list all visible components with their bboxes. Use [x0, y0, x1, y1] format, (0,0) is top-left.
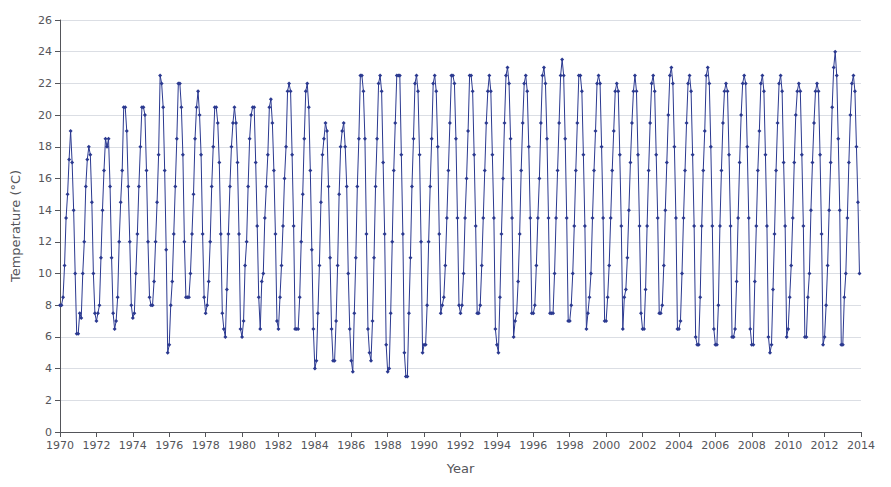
- svg-text:20: 20: [38, 109, 52, 122]
- svg-text:14: 14: [38, 204, 52, 217]
- svg-text:1980: 1980: [228, 439, 256, 452]
- svg-text:1988: 1988: [374, 439, 402, 452]
- svg-text:6: 6: [45, 330, 52, 343]
- svg-text:Year: Year: [446, 461, 475, 476]
- svg-text:16: 16: [38, 172, 52, 185]
- svg-text:1996: 1996: [519, 439, 547, 452]
- svg-text:2014: 2014: [847, 439, 875, 452]
- svg-text:2000: 2000: [592, 439, 620, 452]
- svg-text:2006: 2006: [701, 439, 729, 452]
- svg-text:2002: 2002: [629, 439, 657, 452]
- svg-text:2010: 2010: [774, 439, 802, 452]
- svg-text:1986: 1986: [337, 439, 365, 452]
- svg-text:1992: 1992: [447, 439, 475, 452]
- svg-text:1974: 1974: [119, 439, 147, 452]
- svg-text:4: 4: [45, 362, 52, 375]
- svg-text:1984: 1984: [301, 439, 329, 452]
- svg-text:26: 26: [38, 14, 52, 27]
- svg-text:24: 24: [38, 45, 52, 58]
- svg-text:1970: 1970: [46, 439, 74, 452]
- svg-text:1990: 1990: [410, 439, 438, 452]
- svg-text:2008: 2008: [738, 439, 766, 452]
- svg-text:2: 2: [45, 394, 52, 407]
- svg-text:1994: 1994: [483, 439, 511, 452]
- svg-text:2012: 2012: [811, 439, 839, 452]
- svg-text:1972: 1972: [82, 439, 110, 452]
- svg-text:22: 22: [38, 77, 52, 90]
- svg-text:1982: 1982: [264, 439, 292, 452]
- svg-text:2004: 2004: [665, 439, 693, 452]
- svg-text:1976: 1976: [155, 439, 183, 452]
- svg-text:10: 10: [38, 267, 52, 280]
- svg-text:1978: 1978: [192, 439, 220, 452]
- svg-text:12: 12: [38, 235, 52, 248]
- svg-text:1998: 1998: [556, 439, 584, 452]
- svg-text:0: 0: [45, 426, 52, 439]
- svg-text:8: 8: [45, 299, 52, 312]
- svg-text:Temperature (°C): Temperature (°C): [8, 170, 23, 283]
- svg-text:18: 18: [38, 140, 52, 153]
